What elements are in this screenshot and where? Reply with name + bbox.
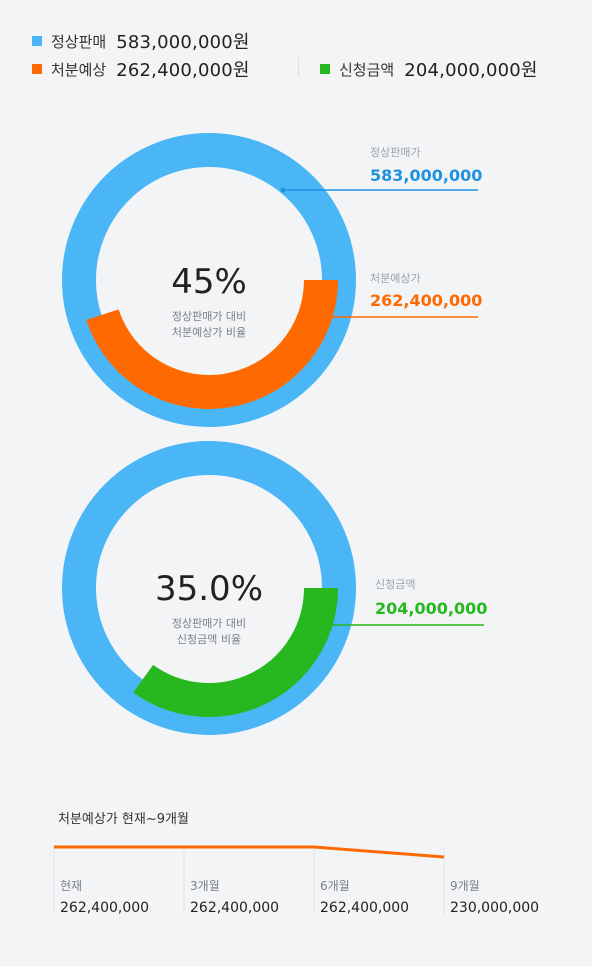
trend-category-label: 3개월 [190, 879, 220, 893]
donut-2-caption-line2: 신청금액 비율 [177, 633, 241, 646]
trend-category-label: 6개월 [320, 879, 350, 893]
donut-1-callout-dot [280, 187, 286, 193]
legend-item-label: 신청금액 [339, 60, 395, 79]
trend-value-label: 262,400,000 [190, 900, 279, 916]
trend-category-label: 9개월 [450, 879, 480, 893]
donut-1-callout-value: 262,400,000 [370, 291, 482, 310]
trend-value-label: 262,400,000 [60, 900, 149, 916]
trend-category-label: 현재 [60, 879, 82, 893]
trend-chart-title: 처분예상가 현재~9개월 [58, 812, 189, 827]
legend-divider [298, 57, 299, 77]
legend-item-normal-sale: 정상판매 583,000,000원 [32, 28, 250, 54]
donut-1-segment [86, 279, 338, 409]
legend-item-value: 262,400,000원 [116, 60, 250, 81]
legend-swatch-disposal [32, 64, 42, 74]
donut-1-track [62, 133, 356, 427]
legend-item-value: 204,000,000원 [404, 60, 538, 81]
donut-2-percentage: 35.0% [155, 569, 263, 609]
donut-2-callout-label: 신청금액 [375, 578, 415, 591]
trend-value-label: 262,400,000 [320, 900, 409, 916]
donut-1-percentage: 45% [171, 262, 247, 302]
donut-1-callout-value: 583,000,000 [370, 166, 482, 185]
trend-value-label: 230,000,000 [450, 900, 539, 916]
legend-swatch-application [320, 64, 330, 74]
donut-2-callout-value: 204,000,000 [375, 599, 487, 618]
legend-item-application: 신청금액 204,000,000원 [320, 56, 538, 82]
donut-2-track [62, 441, 356, 735]
legend-swatch-normal-sale [32, 36, 42, 46]
donut-2-caption-line1: 정상판매가 대비 [172, 617, 246, 630]
legend-item-disposal: 처분예상 262,400,000원 [32, 56, 250, 82]
donut-1-callout-label: 처분예상가 [370, 272, 421, 285]
donut-1-callout-label: 정상판매가 [370, 146, 421, 159]
donut-1-caption-line1: 정상판매가 대비 [172, 310, 246, 323]
donut-1-caption-line2: 처분예상가 비율 [172, 326, 246, 339]
trend-line [54, 845, 445, 859]
legend-item-label: 처분예상 [51, 60, 107, 79]
legend-item-label: 정상판매 [51, 32, 107, 51]
donut-2-segment [133, 587, 338, 717]
donut-2-callout-dot [310, 622, 316, 628]
legend-item-value: 583,000,000원 [116, 32, 250, 53]
donut-1-callout-dot [310, 314, 316, 320]
